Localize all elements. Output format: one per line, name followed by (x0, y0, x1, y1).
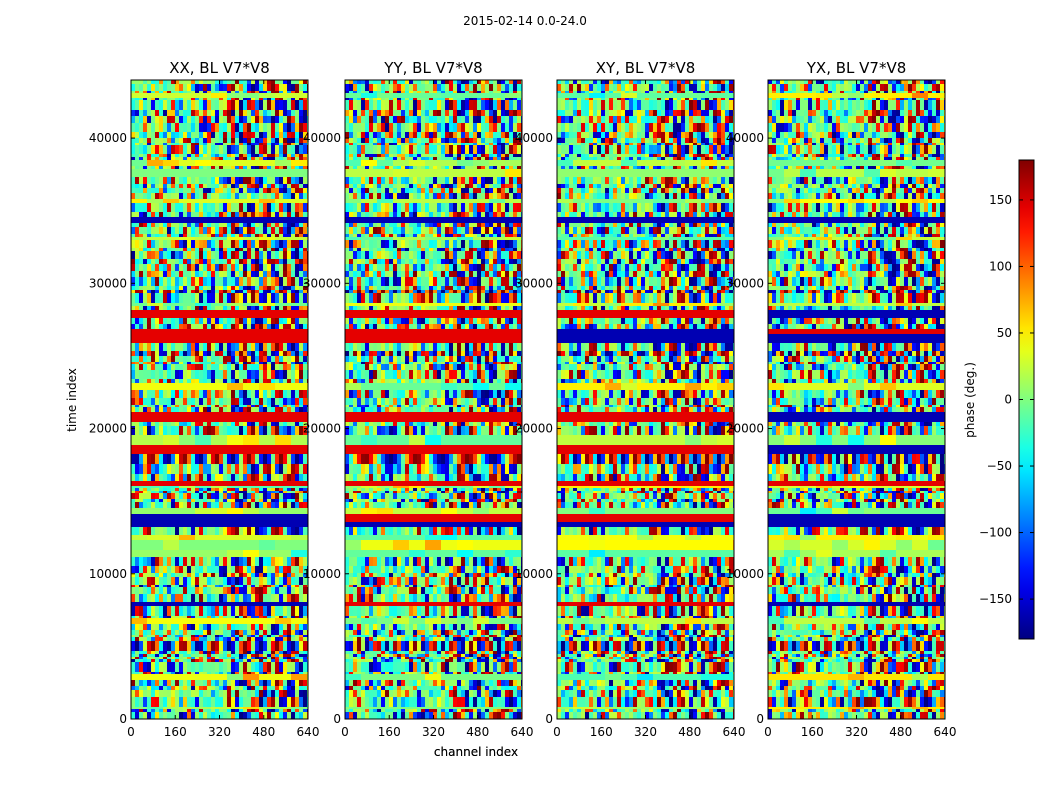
y-tick-label: 20000 (303, 422, 341, 436)
heatmap-panel-1: XX, BL V7*V8 0 160 320 480 640 0 10000 20000 3000… (65, 59, 518, 759)
x-tick-label: 640 (723, 725, 746, 739)
x-tick-label: 0 (341, 725, 349, 739)
x-tick-label: 320 (634, 725, 657, 739)
heatmap-panel-2: YY, BL V7*V8 0 160 320 480 640 0 10000 20000 3000… (303, 59, 534, 759)
x-tick-label: 160 (590, 725, 613, 739)
x-tick-label: 160 (164, 725, 187, 739)
x-tick-label: 0 (553, 725, 561, 739)
heatmap-image-2 (345, 80, 522, 719)
y-tick-label: 10000 (303, 567, 341, 581)
y-tick-label: 20000 (726, 422, 764, 436)
x-tick-label: 160 (801, 725, 824, 739)
colorbar-tick-label: 0 (1004, 393, 1012, 407)
heatmap-image-3 (557, 80, 734, 719)
colorbar-tick-label: −50 (987, 459, 1012, 473)
panel-title: XY, BL V7*V8 (596, 59, 696, 77)
y-tick-label: 10000 (515, 567, 553, 581)
x-tick-label: 0 (764, 725, 772, 739)
y-tick-label: 20000 (89, 422, 127, 436)
x-axis-label: channel index (434, 745, 518, 759)
colorbar-label: phase (deg.) (963, 362, 977, 438)
y-tick-label: 30000 (515, 276, 553, 290)
y-tick-label: 30000 (89, 276, 127, 290)
y-tick-label: 10000 (89, 567, 127, 581)
y-tick-label: 40000 (303, 131, 341, 145)
heatmap-image-4 (768, 80, 945, 719)
y-tick-label: 0 (756, 712, 764, 726)
x-axis-label: channel index (434, 745, 518, 759)
y-axis-label: time index (65, 368, 79, 432)
x-tick-label: 0 (127, 725, 135, 739)
y-tick-label: 0 (545, 712, 553, 726)
x-tick-label: 160 (378, 725, 401, 739)
x-tick-label: 640 (511, 725, 534, 739)
y-tick-label: 40000 (515, 131, 553, 145)
y-tick-label: 40000 (89, 131, 127, 145)
x-tick-label: 320 (422, 725, 445, 739)
heatmap-panel-3: XY, BL V7*V8 0 160 320 480 640 0 10000 20000 3000… (515, 59, 746, 739)
y-tick-label: 20000 (515, 422, 553, 436)
x-tick-label: 320 (845, 725, 868, 739)
x-tick-label: 320 (208, 725, 231, 739)
y-tick-label: 0 (119, 712, 127, 726)
colorbar-tick-label: 100 (989, 259, 1012, 273)
x-tick-label: 640 (297, 725, 320, 739)
colorbar: −150 −100 −50 0 50 100 150 phase (deg.) (963, 159, 1035, 640)
x-tick-label: 480 (678, 725, 701, 739)
colorbar-tick-label: −100 (979, 526, 1012, 540)
panel-title: YX, BL V7*V8 (806, 59, 907, 77)
y-tick-label: 10000 (726, 567, 764, 581)
x-tick-label: 480 (889, 725, 912, 739)
x-tick-label: 480 (252, 725, 275, 739)
panel-title: XX, BL V7*V8 (169, 59, 270, 77)
y-tick-label: 0 (333, 712, 341, 726)
y-tick-label: 30000 (726, 276, 764, 290)
figure-suptitle: 2015-02-14 0.0-24.0 (463, 14, 587, 28)
x-tick-label: 640 (934, 725, 957, 739)
heatmap-image-1 (131, 80, 308, 719)
y-tick-label: 30000 (303, 276, 341, 290)
colorbar-tick-label: −150 (979, 592, 1012, 606)
heatmap-panel-4: YX, BL V7*V8 0 160 320 480 640 0 10000 20000 3000… (726, 59, 957, 739)
colorbar-tick-label: 150 (989, 193, 1012, 207)
y-tick-label: 40000 (726, 131, 764, 145)
panel-title: YY, BL V7*V8 (383, 59, 482, 77)
x-tick-label: 480 (466, 725, 489, 739)
colorbar-tick-label: 50 (997, 326, 1012, 340)
